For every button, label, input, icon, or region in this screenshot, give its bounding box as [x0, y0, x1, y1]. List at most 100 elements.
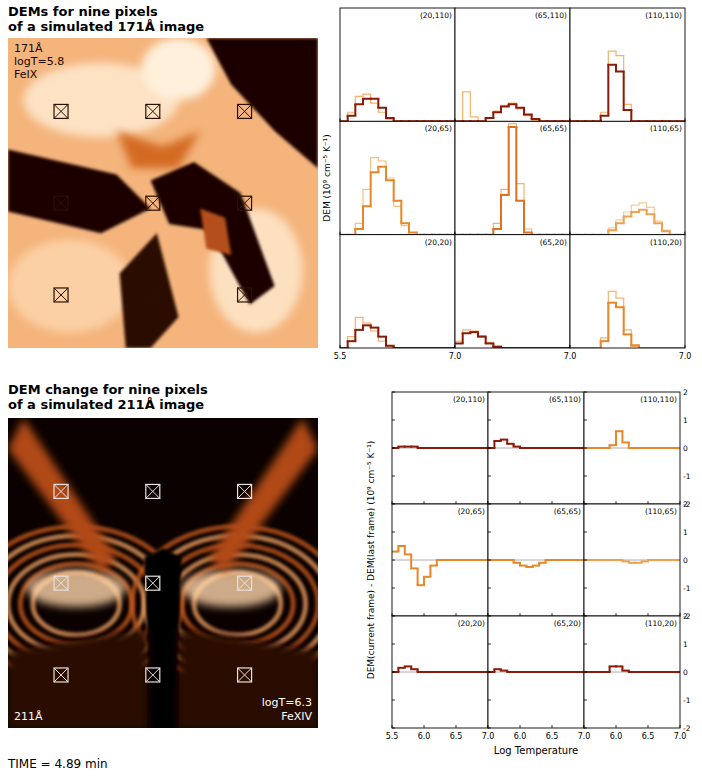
- step-bin: [378, 341, 386, 342]
- step-series: [488, 669, 584, 672]
- pixel-box: [238, 288, 252, 302]
- step-risers: [494, 440, 577, 448]
- panel-label: (65,110): [535, 11, 567, 20]
- step-bin: [674, 559, 680, 561]
- step-risers: [348, 317, 448, 348]
- panel-ground: [570, 8, 685, 121]
- zero-line: [584, 448, 680, 449]
- panel-label: (65,65): [554, 507, 581, 516]
- step-bin: [509, 103, 517, 104]
- step-bin: [409, 231, 417, 233]
- panel-ground: [392, 504, 488, 616]
- y-tick: [488, 476, 491, 477]
- step-bin: [455, 342, 463, 344]
- pixel-cross: [54, 196, 68, 210]
- step-bin: [401, 225, 409, 226]
- panel-label: (110,20): [645, 619, 677, 628]
- x-tick-label: 6.5: [546, 732, 559, 741]
- step-bin: [608, 50, 616, 51]
- pixel-marker: [54, 484, 68, 498]
- x-tick: [584, 501, 585, 504]
- step-bin: [405, 665, 411, 667]
- step-bin: [624, 109, 632, 111]
- y-tick: [488, 420, 491, 421]
- y-tick: [584, 504, 587, 505]
- panel-marks: [488, 560, 584, 567]
- y-tick: [584, 672, 587, 673]
- panel-frame: [488, 504, 584, 616]
- image-label: logT=6.3: [262, 696, 312, 709]
- panel-label: (110,65): [645, 507, 677, 516]
- step-bin: [624, 329, 632, 330]
- step-risers: [463, 127, 563, 235]
- pixel-cross: [146, 196, 160, 210]
- step-bin: [662, 230, 670, 232]
- pixel-cross: [238, 288, 252, 302]
- step-risers: [463, 332, 563, 348]
- panel-frame: [340, 8, 455, 121]
- step-bin: [386, 345, 394, 347]
- panel-marks: [570, 291, 685, 348]
- step-bin: [516, 183, 524, 184]
- panel-label: (65,65): [540, 124, 567, 133]
- step-bin: [394, 200, 402, 202]
- step-bin: [470, 331, 478, 333]
- step-bin: [539, 562, 545, 564]
- x-tick: [552, 613, 553, 616]
- image-region: [144, 548, 181, 728]
- step-risers: [494, 560, 577, 567]
- y-tick-label: 2: [683, 500, 688, 509]
- step-risers: [578, 210, 678, 235]
- step-series: [488, 560, 584, 567]
- step-risers: [348, 167, 448, 235]
- x-tick: [488, 725, 489, 728]
- step-series: [455, 104, 570, 121]
- y-tick-label: -2: [683, 500, 691, 509]
- step-bin: [608, 302, 616, 304]
- step-bin: [398, 545, 404, 547]
- x-tick: [570, 345, 571, 348]
- step-bin: [363, 189, 371, 190]
- x-tick: [340, 345, 341, 348]
- pixel-marker: [238, 576, 252, 590]
- y-tick: [488, 616, 491, 617]
- panel-label: (65,20): [554, 619, 581, 628]
- y-tick: [392, 560, 395, 561]
- pixel-box: [54, 576, 68, 590]
- y-tick: [488, 532, 491, 533]
- pixel-marker: [54, 104, 68, 118]
- zero-line: [392, 560, 488, 561]
- y-tick: [584, 616, 587, 617]
- y-tick: [488, 728, 491, 729]
- step-bin: [482, 671, 488, 673]
- panel-ground: [340, 235, 455, 348]
- y-tick: [392, 728, 395, 729]
- image-region: [8, 150, 151, 234]
- step-bin: [578, 559, 584, 561]
- panel-ground: [584, 616, 680, 728]
- panel-marks: [392, 447, 488, 448]
- x-tick-label: 7.0: [674, 732, 687, 741]
- panel-ground: [584, 504, 680, 616]
- y-tick: [392, 532, 395, 533]
- zero-line: [392, 672, 488, 673]
- pixel-box: [146, 288, 160, 302]
- pixel-marker: [146, 288, 160, 302]
- step-series: [455, 332, 570, 348]
- x-tick: [648, 725, 649, 728]
- step-bin: [608, 64, 616, 66]
- step-risers: [398, 666, 481, 672]
- y-tick: [584, 560, 587, 561]
- pixel-box: [238, 576, 252, 590]
- step-bin: [355, 228, 363, 230]
- step-bin: [371, 157, 379, 158]
- y-tick-label: 0: [683, 668, 688, 677]
- panel-frame: [488, 392, 584, 504]
- step-bin: [601, 112, 609, 113]
- x-tick-label: 5.5: [334, 352, 347, 361]
- y-tick: [392, 476, 395, 477]
- step-series: [455, 92, 570, 121]
- step-bin: [509, 103, 517, 105]
- panel-frame: [392, 616, 488, 728]
- y-tick: [584, 700, 587, 701]
